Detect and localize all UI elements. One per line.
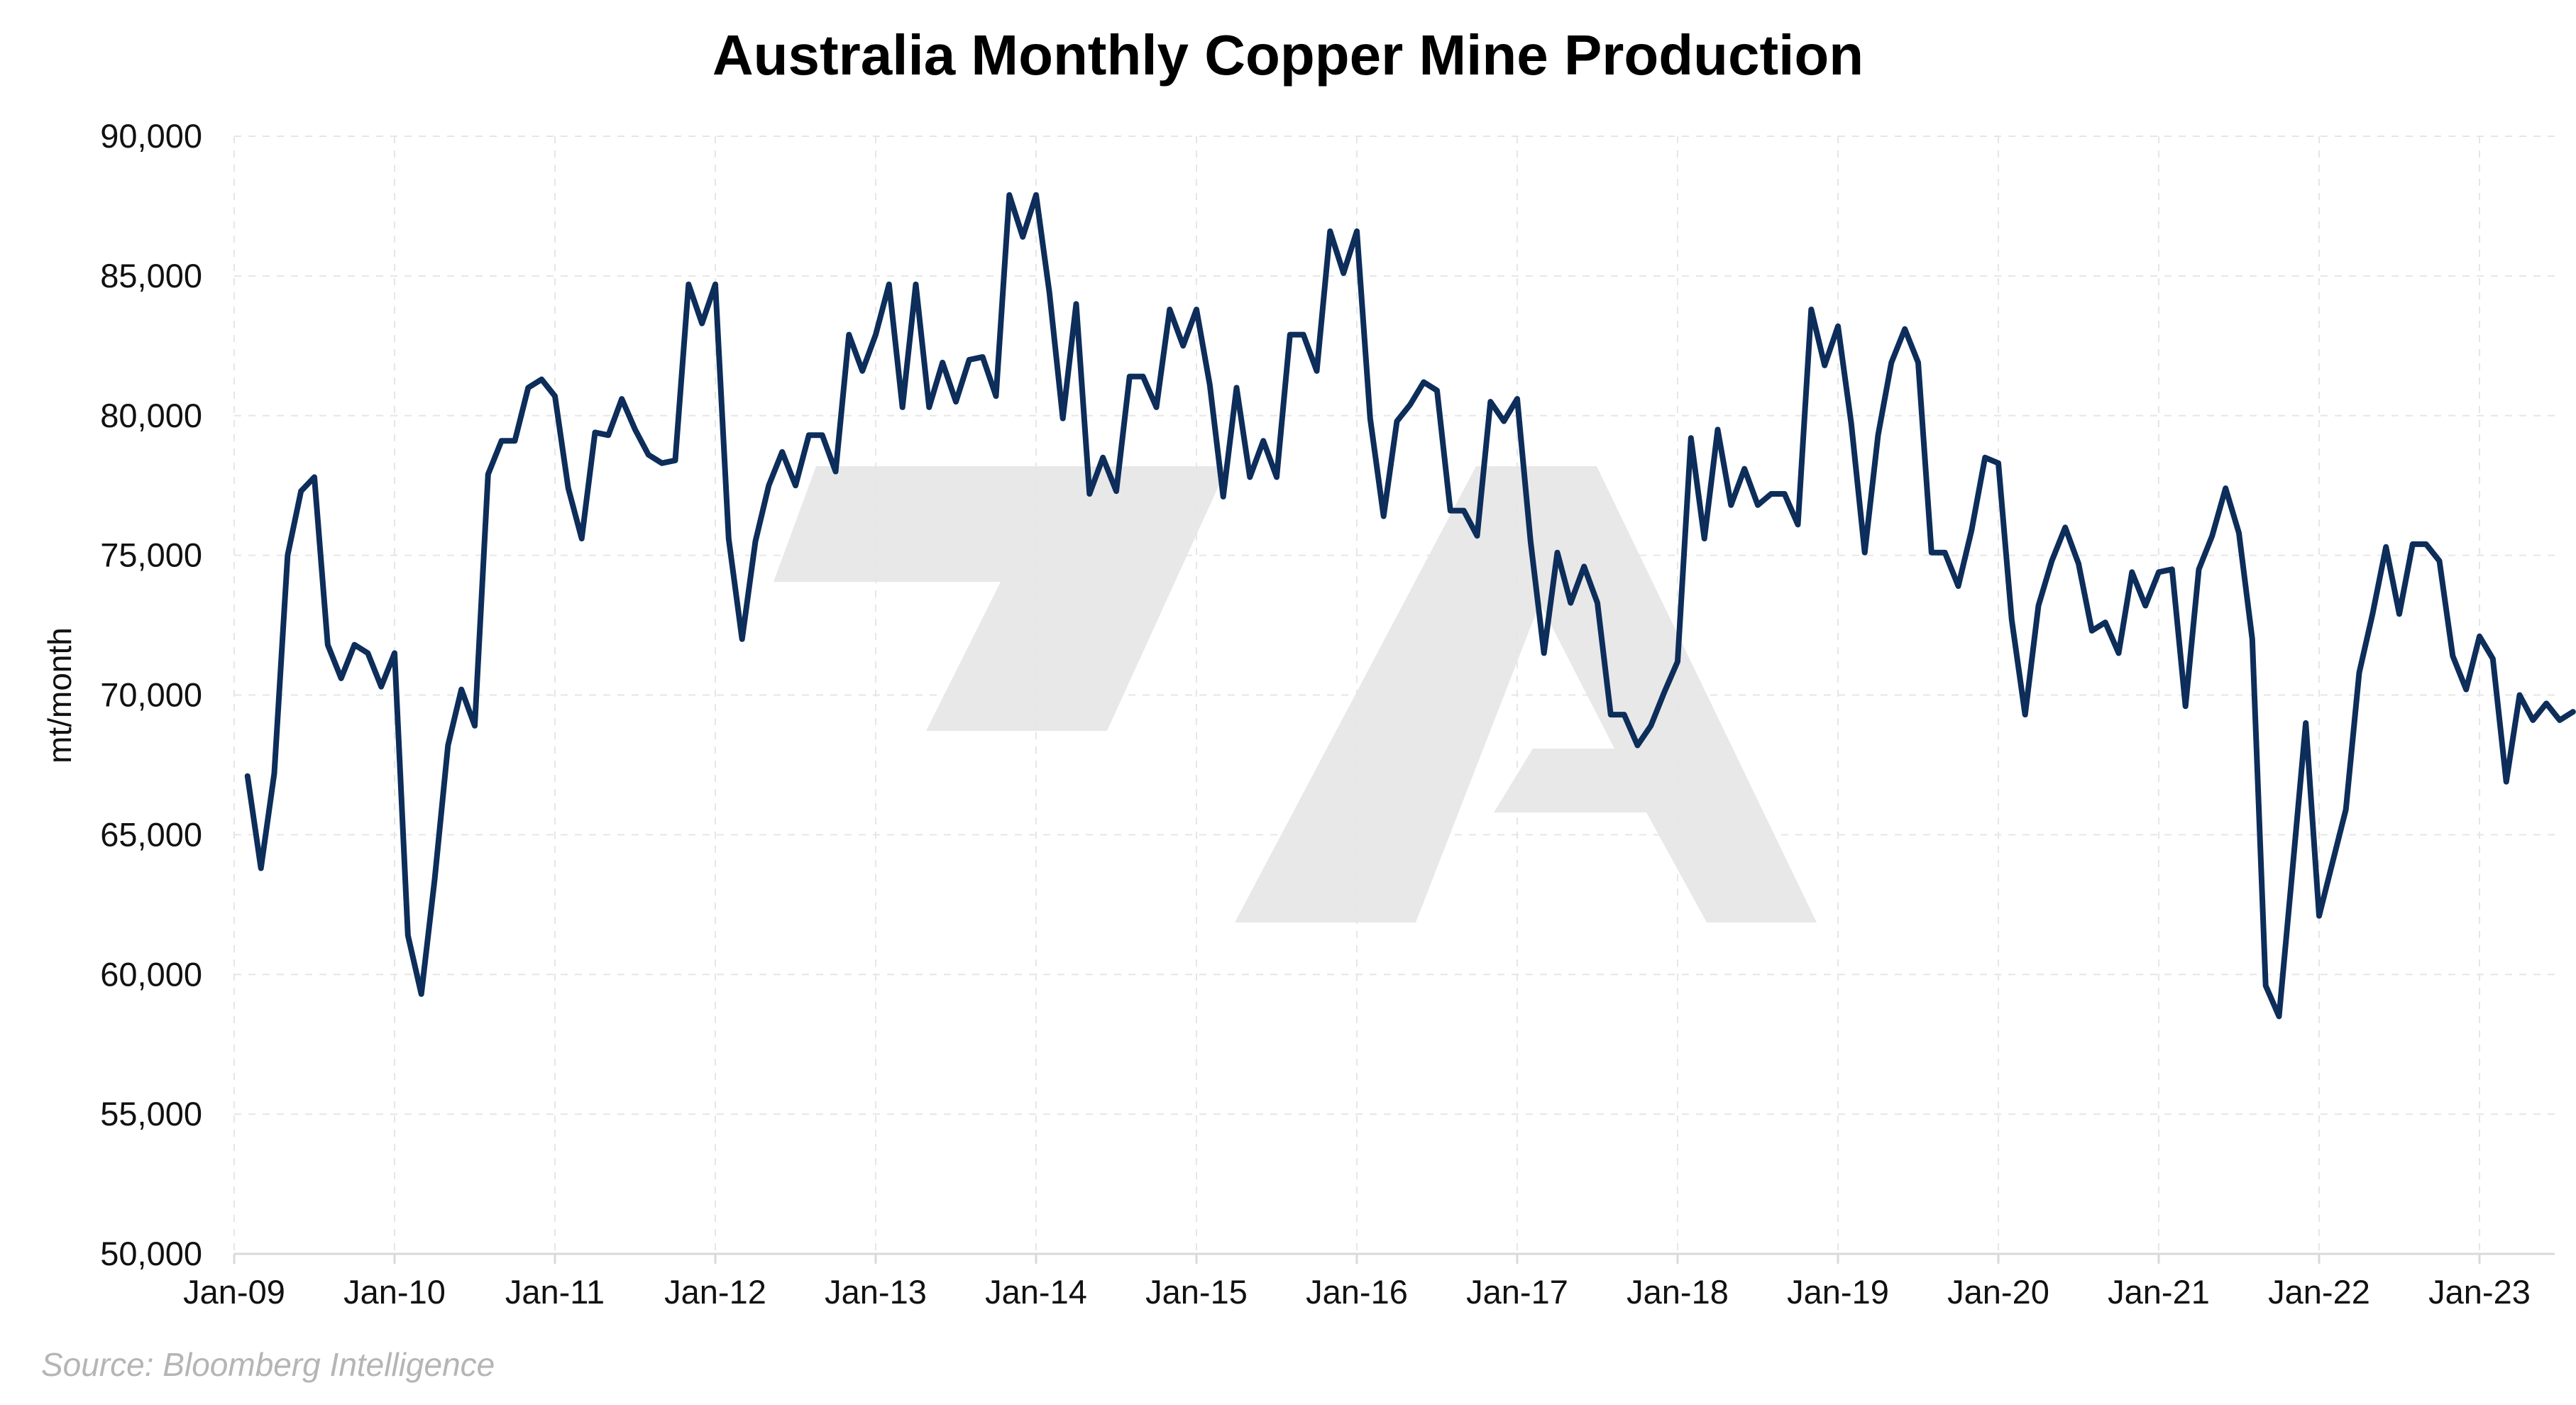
y-tick-label: 90,000 (100, 117, 202, 155)
x-axis-tick-labels: Jan-09 Jan-10 Jan-11 Jan-12 Jan-13 Jan-14 Jan-… (183, 1273, 2531, 1311)
chart-title: Australia Monthly Copper Mine Production (712, 23, 1864, 87)
y-tick-label: 75,000 (100, 536, 202, 574)
x-tick-label: Jan-16 (1306, 1273, 1408, 1311)
y-axis-tick-labels: 50,000 55,000 60,000 65,000 70,000 75,000 80,0… (100, 117, 202, 1272)
x-tick-label: Jan-23 (2428, 1273, 2531, 1311)
x-tick-label: Jan-14 (985, 1273, 1087, 1311)
x-tick-label: Jan-21 (2108, 1273, 2210, 1311)
y-tick-label: 65,000 (100, 815, 202, 853)
y-axis-label: mt/month (41, 627, 78, 764)
x-tick-label: Jan-09 (183, 1273, 285, 1311)
x-tick-label: Jan-19 (1787, 1273, 1889, 1311)
x-tick-label: Jan-11 (505, 1273, 605, 1311)
series-layer (244, 192, 2576, 1020)
y-tick-label: 80,000 (100, 397, 202, 434)
axes (233, 1252, 2555, 1264)
x-tick-label: Jan-15 (1145, 1273, 1248, 1311)
y-tick-label: 70,000 (100, 676, 202, 714)
x-tick-label: Jan-12 (664, 1273, 766, 1311)
source-note: Source: Bloomberg Intelligence (41, 1346, 495, 1383)
x-tick-label: Jan-13 (825, 1273, 927, 1311)
y-tick-label: 85,000 (100, 257, 202, 294)
series-line-production (244, 192, 2576, 1020)
x-tick-label: Jan-17 (1466, 1273, 1568, 1311)
x-tick-label: Jan-22 (2268, 1273, 2370, 1311)
watermark-seven-shape (774, 466, 1228, 731)
y-tick-label: 55,000 (100, 1095, 202, 1133)
y-tick-label: 50,000 (100, 1235, 202, 1272)
x-tick-label: Jan-10 (343, 1273, 446, 1311)
watermark-a-shape (1235, 466, 1817, 922)
watermark-logo (774, 466, 1817, 922)
x-tick-label: Jan-18 (1626, 1273, 1729, 1311)
x-tick-label: Jan-20 (1947, 1273, 2049, 1311)
y-tick-label: 60,000 (100, 955, 202, 993)
